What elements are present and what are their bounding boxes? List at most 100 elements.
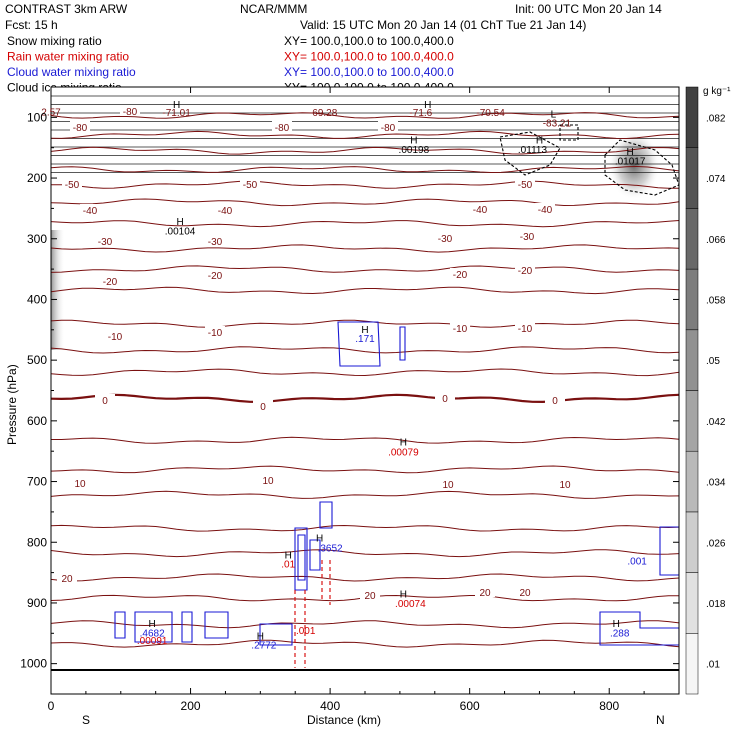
x-tick-label: 600: [460, 699, 480, 713]
temperature-contour-label: -40: [83, 206, 98, 217]
contour-value-annotation: .01017: [615, 157, 646, 168]
mixing-ratio-contour: [134, 611, 173, 643]
contour-value-annotation: .00074: [395, 599, 426, 610]
temperature-contour: [51, 286, 679, 295]
extremum-marker: H: [613, 619, 620, 630]
label-mask: [100, 275, 120, 286]
temperature-contour: [51, 368, 679, 377]
temperature-contour: [51, 198, 679, 207]
label-mask: [515, 322, 535, 333]
y-tick-label: 800: [27, 535, 47, 549]
field-legend: Snow mixing ratio XY= 100.0,100.0 to 100.…: [7, 34, 454, 95]
temperature-contour-label: -20: [453, 270, 468, 281]
temperature-contour-label: 10: [74, 479, 86, 490]
temperature-contour-label: 0: [102, 396, 108, 407]
temperature-contour-label: -80: [275, 123, 290, 134]
legend-field-name: Snow mixing ratio: [7, 34, 102, 48]
colorbar-label: .01: [706, 660, 720, 671]
north-label: N: [656, 713, 665, 727]
temperature-contour: [51, 573, 679, 582]
mixing-ratio-contour: [319, 501, 333, 529]
label-mask: [205, 269, 225, 280]
contour-value-annotation: -71.01: [162, 108, 191, 119]
colorbar-unit: g kg⁻¹: [703, 86, 731, 97]
colorbar-label: .042: [706, 417, 726, 428]
temperature-contour: [51, 393, 679, 404]
contour-value-annotation: -70.54: [476, 108, 505, 119]
y-tick-label: 400: [27, 292, 47, 306]
mixing-ratio-contour: [309, 539, 321, 571]
temperature-contour-label: -20: [518, 266, 533, 277]
extremum-marker: L: [551, 109, 557, 120]
colorbar-segment: [685, 86, 699, 148]
label-mask: [62, 178, 82, 189]
temperature-contour-label: 0: [552, 396, 558, 407]
temperature-contour-label: -30: [98, 237, 113, 248]
temperature-contour-label: -30: [438, 234, 453, 245]
mixing-ratio-contour: [499, 131, 561, 176]
contour-value-annotation: .001: [627, 557, 647, 568]
temperature-contour-label: -80: [381, 123, 396, 134]
mixing-ratio-contour: [337, 321, 381, 367]
temperature-contour: [51, 490, 679, 499]
x-tick-label: 200: [181, 699, 201, 713]
temperature-contour-label: 20: [61, 574, 73, 585]
temperature-contour-label: -10: [208, 328, 223, 339]
contour-value-annotation: .00104: [165, 227, 196, 238]
mixing-ratio-contour: [599, 611, 679, 646]
label-mask: [105, 330, 125, 341]
label-mask: [535, 203, 555, 214]
colorbar-label: .05: [706, 356, 720, 367]
label-mask: [517, 230, 537, 241]
extremum-marker: H: [400, 589, 407, 600]
plot-area: -80 -80 -80 -80 -50 -50 -50 -40 -40 -40 -40 -30 -30 -…: [41, 86, 680, 695]
temperature-contour-label: 10: [559, 480, 571, 491]
temperature-contour: [51, 465, 679, 474]
colorbar-segment: [685, 633, 699, 695]
legend-xy-range: XY= 100.0,100.0 to 100.0,400.0: [284, 65, 454, 79]
label-mask: [240, 178, 260, 189]
colorbar-segment: [685, 450, 699, 513]
colorbar-segment: [685, 329, 699, 391]
label-mask: [555, 478, 575, 489]
label-mask: [470, 203, 490, 214]
mixing-ratio-contour: [259, 623, 293, 646]
label-mask: [515, 178, 535, 189]
label-mask: [95, 235, 115, 246]
temperature-contour: [51, 639, 679, 648]
contour-value-annotation: .001: [296, 626, 316, 637]
header-forecast: Fcst: 15 h: [5, 18, 58, 32]
contour-value-annotation: .01: [281, 560, 295, 571]
temperature-contour: [51, 165, 679, 174]
temperature-contour-label: 0: [442, 394, 448, 405]
mixing-ratio-contour: [297, 534, 306, 581]
label-mask: [515, 586, 535, 597]
extremum-marker: H: [316, 534, 323, 545]
mixing-ratio-contour: [559, 124, 579, 141]
temperature-contour-label: -40: [473, 205, 488, 216]
extremum-marker: H: [410, 135, 417, 146]
y-tick-label: 500: [27, 353, 47, 367]
temperature-contour-label: -50: [65, 180, 80, 191]
label-mask: [95, 394, 115, 405]
temperature-contour-label: -40: [218, 206, 233, 217]
contour-value-annotation: .3652: [318, 543, 343, 554]
header-init: Init: 00 UTC Mon 20 Jan 14: [515, 2, 662, 16]
contour-value-annotation: .171: [355, 334, 375, 345]
extremum-marker: H: [627, 147, 634, 158]
temperature-contour: [51, 130, 679, 140]
label-mask: [378, 121, 398, 132]
extremum-marker: H: [536, 135, 543, 146]
colorbar: .01 .018 .026 .034 .042 .05 .058 .066 .074 .082: [685, 86, 726, 695]
contour-value-annotation: .4682: [140, 628, 165, 639]
temperature-contour: [51, 620, 679, 629]
label-mask: [215, 204, 235, 215]
contour-value-annotation: -83.21: [543, 118, 572, 129]
y-tick-label: 700: [27, 475, 47, 489]
colorbar-label: .082: [706, 113, 726, 124]
contour-value-annotation: .00091: [137, 636, 168, 647]
colorbar-label: .074: [706, 174, 726, 185]
temperature-contour-label: 10: [262, 476, 274, 487]
label-mask: [205, 326, 225, 337]
